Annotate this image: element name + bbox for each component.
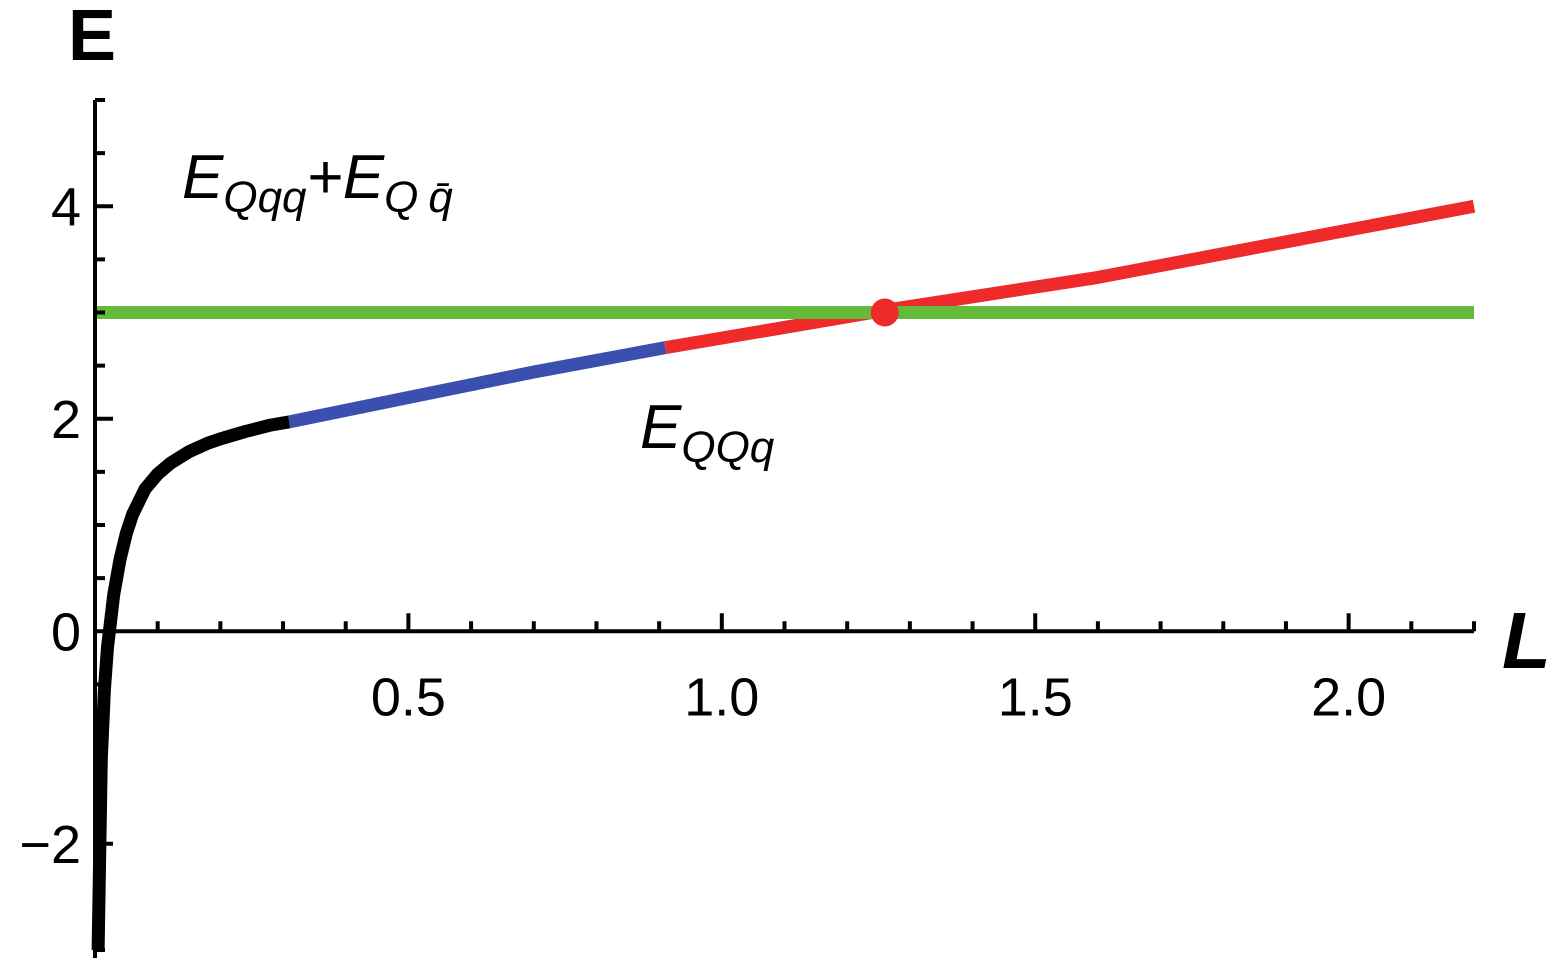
annotation-upper-sub2: Q bbox=[384, 173, 418, 222]
annotation-lower-main: E bbox=[640, 393, 682, 462]
y-tick-label: −2 bbox=[19, 815, 81, 875]
annotation-upper-sub1: Qqq bbox=[223, 173, 307, 222]
y-tick-label: 2 bbox=[51, 390, 81, 450]
x-tick-label: 0.5 bbox=[371, 667, 446, 727]
points-layer bbox=[870, 298, 899, 327]
x-tick-label: 1.5 bbox=[998, 667, 1073, 727]
annotation-upper-main2: E bbox=[343, 143, 385, 212]
annotation-upper-sub3: q̄ bbox=[428, 173, 453, 222]
series-layer bbox=[91, 199, 1476, 951]
annotation-upper-main: E bbox=[182, 143, 224, 212]
annotation-upper: EQqq+EQ q̄ bbox=[182, 143, 453, 222]
svg-text:EQQq: EQQq bbox=[640, 393, 775, 472]
annotation-lower-sub1: QQq bbox=[681, 423, 774, 472]
axes-layer bbox=[93, 100, 1474, 958]
x-tick-label: 2.0 bbox=[1311, 667, 1386, 727]
series-2-line bbox=[664, 199, 1476, 355]
series-1-line bbox=[287, 341, 667, 429]
annotation-upper-plus: + bbox=[307, 143, 343, 212]
y-axis-title: E bbox=[68, 0, 116, 76]
intersection-point bbox=[870, 298, 899, 327]
x-tick-label: 1.0 bbox=[684, 667, 759, 727]
annotation-lower: EQQq bbox=[640, 393, 775, 472]
x-axis-title: L bbox=[1502, 596, 1551, 685]
series-0-line bbox=[91, 415, 291, 951]
svg-text:EQqq+EQq̄: EQqq+EQ q̄ bbox=[182, 143, 453, 222]
y-tick-label: 4 bbox=[51, 177, 81, 237]
y-tick-label: 0 bbox=[51, 602, 81, 662]
tick-layer: 0.5 1.0 1.5 2.0 −2 0 2 4 bbox=[19, 98, 1476, 952]
